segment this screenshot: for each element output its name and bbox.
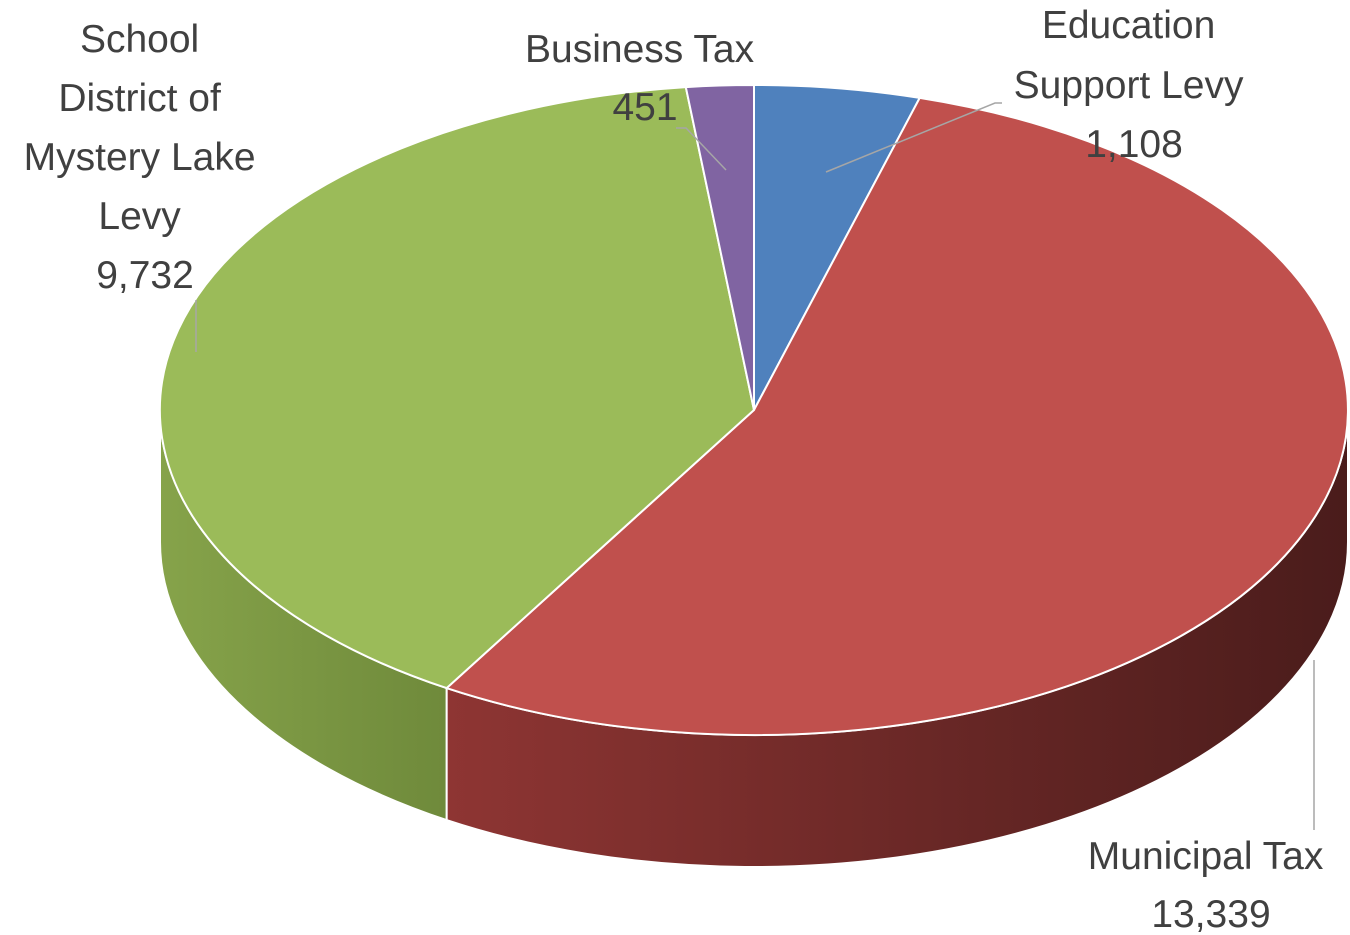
label-school-line3: Mystery Lake <box>24 136 256 179</box>
pie-slices <box>158 83 1349 736</box>
pie-slice-1 <box>444 96 1349 736</box>
label-school: School District of Mystery Lake Levy 9,7… <box>24 18 267 297</box>
label-business-value: 451 <box>612 86 677 129</box>
label-education-value: 1,108 <box>1085 123 1183 166</box>
leader-line-business <box>676 127 727 171</box>
label-education-line2: Support Levy <box>1014 64 1244 107</box>
label-school-line1: School <box>80 18 199 61</box>
label-school-line2: District of <box>58 77 221 120</box>
label-municipal-line1: Municipal Tax <box>1088 835 1324 878</box>
label-municipal-value: 13,339 <box>1151 893 1270 935</box>
label-municipal: Municipal Tax 13,339 <box>1088 835 1334 935</box>
leader-line-education <box>825 102 1002 173</box>
pie-slice-3 <box>684 83 755 411</box>
label-school-line4: Levy <box>98 195 181 238</box>
label-education: Education Support Levy 1,108 <box>1014 4 1255 166</box>
leader-lines <box>195 102 1315 830</box>
label-business: Business Tax 451 <box>525 28 765 129</box>
label-education-line1: Education <box>1042 4 1215 47</box>
pie-slice-0 <box>753 83 922 411</box>
label-school-value: 9,732 <box>96 254 194 297</box>
pie-slice-2 <box>158 86 756 690</box>
label-business-line1: Business Tax <box>525 28 755 71</box>
